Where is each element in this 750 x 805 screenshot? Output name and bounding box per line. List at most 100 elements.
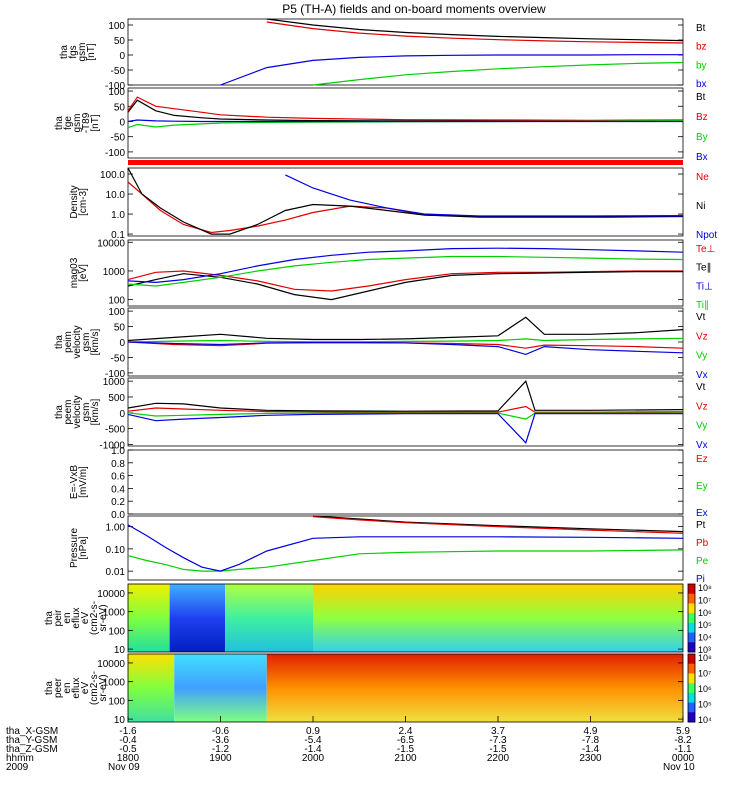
y-axis-label: gsm bbox=[81, 333, 92, 352]
y-axis-label: eV bbox=[80, 612, 91, 625]
ephemeris-value: 0000 bbox=[672, 753, 695, 764]
panel-frame bbox=[127, 307, 684, 377]
y-tick-label: 1000 bbox=[103, 678, 126, 689]
y-tick-label: 10000 bbox=[97, 589, 125, 600]
y-axis-label: tha bbox=[44, 681, 55, 695]
ephemeris-value: -5.4 bbox=[304, 735, 322, 746]
ephemeris-value: 3.7 bbox=[491, 726, 505, 737]
y-tick-label: -500 bbox=[105, 425, 125, 436]
colorbar-swatch bbox=[688, 632, 695, 643]
legend-entry: Pi bbox=[696, 574, 705, 585]
panel-frame bbox=[127, 18, 684, 86]
y-axis-label: Density bbox=[69, 185, 80, 218]
legend-entry: Bx bbox=[696, 152, 708, 163]
y-axis-label: [nT] bbox=[90, 114, 101, 131]
legend-entry: By bbox=[696, 132, 708, 143]
panel-frame bbox=[127, 167, 684, 237]
colorbar-swatch bbox=[688, 692, 695, 704]
y-axis-label: peem bbox=[63, 399, 74, 424]
y-tick-label: 0.1 bbox=[111, 230, 125, 241]
y-axis-label: en bbox=[62, 612, 73, 623]
y-tick-label: 10000 bbox=[97, 238, 125, 249]
ephemeris-value: -1.6 bbox=[119, 726, 137, 737]
y-tick-label: 50 bbox=[114, 102, 126, 113]
y-axis-label: peer bbox=[53, 677, 64, 698]
series-line-bz bbox=[266, 21, 684, 44]
ephemeris-value: -7.3 bbox=[489, 735, 507, 746]
y-axis-label: tha bbox=[54, 405, 65, 419]
y-axis-label: sr-eV) bbox=[98, 604, 109, 631]
y-tick-label: 100 bbox=[108, 21, 125, 32]
y-axis-label: -T89 bbox=[81, 112, 92, 133]
y-tick-label: -100 bbox=[105, 81, 125, 92]
colorbar-tick-label: 10⁸ bbox=[698, 583, 712, 593]
legend-entry: Vy bbox=[696, 351, 707, 362]
ephemeris-value: 1900 bbox=[209, 753, 232, 764]
y-tick-label: 1.0 bbox=[111, 210, 125, 221]
legend-entry: bx bbox=[696, 79, 707, 90]
legend-entry: Pb bbox=[696, 538, 709, 549]
fge-quality-bar bbox=[128, 160, 683, 165]
ephemeris-value: -8.2 bbox=[674, 735, 692, 746]
y-tick-label: 10.0 bbox=[106, 190, 126, 201]
time-axis bbox=[127, 716, 684, 722]
ephemeris-value: 1800 bbox=[117, 753, 140, 764]
y-tick-label: 10000 bbox=[97, 659, 125, 670]
spectrogram-region bbox=[313, 584, 683, 652]
legend-entry: Ti⊥ bbox=[696, 281, 713, 292]
panel-frame bbox=[127, 515, 684, 581]
panel-frame bbox=[127, 239, 684, 307]
panel-frame bbox=[127, 87, 684, 159]
y-tick-label: 0 bbox=[119, 51, 125, 62]
colorbar-swatch bbox=[688, 622, 695, 634]
panel-temperature: 10000 1000 100 mag03[eV] Te⊥ Te∥ Ti⊥ Ti∥ bbox=[69, 238, 715, 311]
ephemeris-row-label: tha_Z-GSM bbox=[6, 744, 58, 755]
colorbar-frame bbox=[687, 583, 696, 653]
y-axis-label: (cm2-s- bbox=[89, 671, 100, 705]
legend-entry: Vy bbox=[696, 421, 707, 432]
ephemeris-value: 2300 bbox=[579, 753, 602, 764]
colorbar-swatch bbox=[688, 702, 695, 713]
y-tick-label: 0.01 bbox=[106, 567, 126, 578]
y-axis-label: [mV/m] bbox=[78, 466, 89, 498]
colorbar: 10⁸ 10⁷ 10⁶ 10⁵ 10⁴ bbox=[687, 653, 712, 725]
colorbar-swatch bbox=[688, 613, 695, 624]
y-axis-label: velocity bbox=[72, 325, 83, 358]
y-tick-label: 100 bbox=[108, 87, 125, 98]
legend-entry: by bbox=[696, 60, 707, 71]
colorbar-swatch bbox=[688, 712, 695, 723]
y-tick-label: 0.0 bbox=[111, 510, 125, 521]
y-tick-label: 1000 bbox=[103, 608, 126, 619]
y-tick-label: -1000 bbox=[99, 440, 125, 451]
colorbar-frame bbox=[687, 653, 696, 723]
y-axis-label: eflux bbox=[71, 607, 82, 628]
legend-entry: Ti∥ bbox=[696, 300, 709, 311]
ephemeris-value: -0.4 bbox=[119, 735, 137, 746]
ephemeris-value: -7.8 bbox=[582, 735, 600, 746]
y-axis-label: [nT] bbox=[86, 43, 97, 60]
series-line-Ti∥ bbox=[127, 255, 684, 287]
series-line-Npot bbox=[285, 174, 683, 217]
y-axis-label: tha bbox=[54, 335, 65, 349]
legend-entry: bz bbox=[696, 42, 707, 53]
legend-entry: Pt bbox=[696, 520, 706, 531]
colorbar-tick-label: 10⁷ bbox=[698, 669, 711, 679]
y-axis-label: en bbox=[62, 682, 73, 693]
panel-peir_spectrogram: 10⁸10⁷10⁶10⁵10⁴10³10000100010010thapeire… bbox=[44, 583, 712, 656]
legend-entry: Ez bbox=[696, 454, 708, 465]
y-axis-label: E=-VxB bbox=[69, 465, 80, 500]
ephemeris-value: Nov 09 bbox=[108, 762, 140, 773]
series-line-Ti⊥ bbox=[127, 247, 684, 284]
y-axis-label: (cm2-s- bbox=[89, 601, 100, 635]
legend-entry: Ne bbox=[696, 172, 709, 183]
colorbar-tick-label: 10⁴ bbox=[698, 633, 712, 643]
panel-peer_spectrogram: 10⁸ 10⁷ 10⁶ 10⁵ 10⁴ 10000 1000 100 10 thapeerenef… bbox=[44, 653, 712, 726]
ephemeris-value: -1.5 bbox=[397, 744, 415, 755]
y-axis-label: peim bbox=[63, 331, 74, 353]
series-line-Vz bbox=[127, 405, 684, 413]
spectrogram-region bbox=[128, 584, 170, 652]
y-axis-label: [nPa] bbox=[78, 536, 89, 560]
series-line-Vx bbox=[127, 413, 683, 444]
